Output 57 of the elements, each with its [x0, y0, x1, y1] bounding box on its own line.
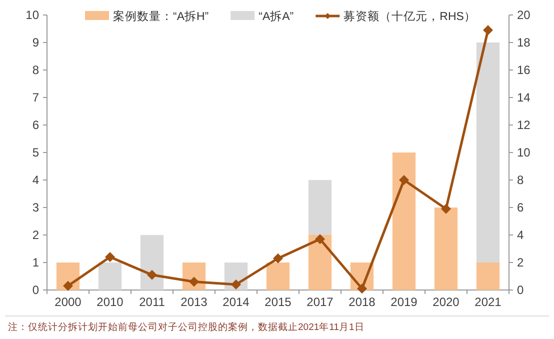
y-tick-label: 5 — [32, 146, 40, 160]
x-tick-label: 2019 — [390, 295, 418, 309]
x-tick-label: 2014 — [222, 295, 250, 309]
bar — [140, 235, 164, 290]
point — [441, 204, 451, 214]
y2-tick-label: 6 — [517, 200, 524, 214]
x-tick-label: 2020 — [432, 295, 460, 309]
bar — [476, 42, 500, 262]
legend-label: 募资额（十亿元，RHS） — [344, 9, 476, 23]
x-tick-label: 2021 — [474, 295, 502, 309]
point — [63, 280, 73, 291]
y-tick-label: 10 — [26, 8, 40, 22]
y-tick-label: 2 — [32, 228, 40, 242]
y-tick-label: 8 — [32, 63, 40, 77]
y2-tick-label: 0 — [517, 283, 524, 297]
bar — [434, 208, 458, 290]
legend-label: 案例数量：“A拆H” — [113, 9, 209, 23]
y-tick-label: 4 — [32, 173, 40, 187]
bar — [308, 180, 332, 235]
bar — [476, 262, 500, 290]
y-tick-label: 3 — [32, 200, 40, 214]
x-tick-label: 2011 — [139, 295, 166, 309]
y-tick-label: 7 — [32, 90, 40, 104]
point — [105, 252, 115, 262]
bar — [308, 235, 332, 290]
y2-tick-label: 10 — [517, 146, 531, 160]
point — [483, 25, 493, 36]
y2-tick-label: 12 — [517, 118, 531, 132]
y2-tick-label: 4 — [517, 228, 524, 242]
x-tick-label: 2010 — [96, 295, 124, 309]
y2-tick-label: 16 — [517, 63, 531, 77]
legend-label: “A拆A” — [258, 10, 294, 23]
x-tick-label: 2018 — [348, 295, 376, 309]
point — [315, 234, 325, 244]
y2-tick-label: 18 — [517, 36, 531, 50]
y-tick-label: 0 — [32, 283, 40, 297]
bar — [98, 262, 122, 290]
y2-tick-label: 20 — [517, 8, 531, 22]
point — [357, 284, 367, 294]
text: 注：仅统计分拆计划开始前母公司对子公司控股的案例，数据截止2021年11月1日 — [8, 321, 364, 333]
point — [231, 280, 241, 290]
bar — [266, 262, 290, 290]
y-tick-label: 1 — [32, 256, 40, 270]
x-tick-label: 2000 — [54, 295, 82, 309]
y-tick-label: 9 — [32, 36, 40, 50]
bar — [392, 152, 416, 290]
x-tick-label: 2015 — [264, 295, 292, 309]
y2-tick-label: 14 — [517, 90, 531, 104]
point — [147, 270, 157, 280]
y2-tick-label: 2 — [517, 256, 524, 270]
point — [189, 276, 199, 287]
point — [399, 175, 409, 185]
x-tick-label: 2013 — [180, 295, 208, 309]
point — [273, 253, 283, 264]
x-tick-label: 2017 — [306, 295, 334, 309]
y2-tick-label: 8 — [517, 173, 524, 187]
y-tick-label: 6 — [32, 118, 40, 132]
